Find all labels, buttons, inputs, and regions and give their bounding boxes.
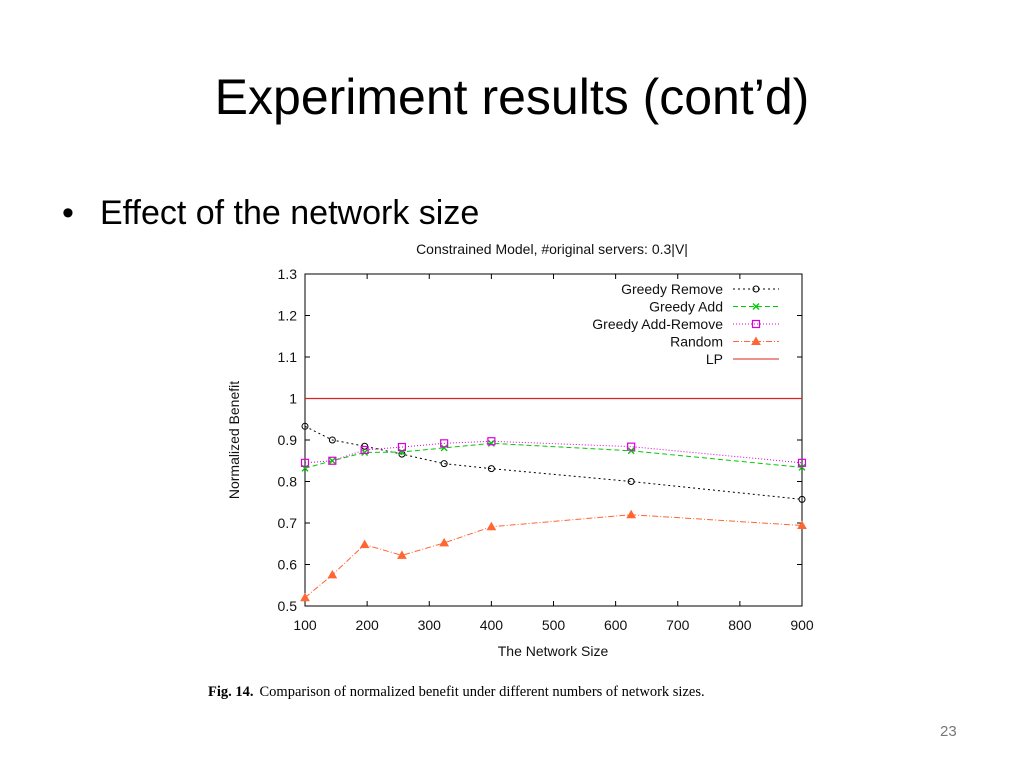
- y-tick-label: 1.2: [278, 308, 298, 324]
- legend-label: Greedy Add-Remove: [592, 316, 723, 332]
- legend-marker: [752, 303, 760, 310]
- data-point: [300, 592, 310, 602]
- figure-caption: Fig. 14. Comparison of normalized benefit…: [208, 683, 848, 701]
- x-tick-label: 400: [480, 617, 504, 633]
- legend-item: Random: [670, 334, 779, 350]
- data-point: [328, 436, 336, 444]
- y-tick-label: 1: [289, 391, 297, 407]
- data-point: [440, 439, 449, 448]
- legend-marker: [751, 336, 761, 345]
- series-line-random: [304, 514, 803, 599]
- x-tick-label: 300: [418, 617, 442, 633]
- x-axis: 100 200 300 400 500 600 700 800 900: [293, 274, 814, 633]
- caption-label: Fig. 14.: [208, 684, 254, 700]
- x-tick-label: 200: [355, 617, 379, 633]
- data-point: [486, 521, 497, 531]
- legend-item: Greedy Remove: [621, 281, 779, 297]
- data-point: [439, 537, 450, 547]
- data-point: [360, 445, 369, 455]
- bullet-text: Effect of the network size: [100, 194, 480, 232]
- data-point: [300, 458, 310, 467]
- legend-item: Greedy Add-Remove: [592, 316, 779, 332]
- data-point: [301, 422, 309, 430]
- series-line-greedy-remove: [304, 425, 803, 500]
- data-point: [798, 463, 806, 471]
- data-point: [627, 478, 635, 485]
- x-tick-label: 600: [604, 617, 628, 633]
- data-point: [359, 539, 370, 549]
- series-line-greedy-add-remove: [304, 440, 803, 464]
- legend-item: Greedy Add: [649, 299, 779, 315]
- data-point: [798, 495, 806, 503]
- series-line-greedy-add: [304, 442, 803, 469]
- page-number: 23: [940, 723, 957, 740]
- y-tick-label: 1.1: [278, 349, 298, 365]
- x-tick-label: 100: [293, 617, 317, 633]
- caption-text: Comparison of normalized benefit under d…: [259, 684, 705, 700]
- data-point: [397, 550, 407, 559]
- data-point: [327, 569, 338, 579]
- legend-item: LP: [706, 351, 779, 367]
- bullet-item: • Effect of the network size: [62, 188, 479, 238]
- x-axis-label: The Network Size: [498, 643, 609, 659]
- legend-marker: [751, 319, 761, 329]
- y-tick-label: 0.9: [278, 432, 298, 448]
- series-layer: [300, 397, 807, 602]
- data-point: [797, 458, 807, 467]
- plot-area: [304, 273, 803, 607]
- y-tick-label: 0.6: [278, 557, 298, 573]
- data-point: [487, 437, 496, 446]
- x-tick-label: 500: [542, 617, 566, 633]
- bullet-dot-icon: •: [62, 194, 74, 232]
- data-point: [440, 460, 448, 468]
- legend-label: Random: [670, 334, 723, 350]
- slide-title: Experiment results (cont’d): [214, 69, 810, 125]
- data-point: [328, 456, 337, 465]
- y-axis-label: Normalized Benefit: [226, 381, 242, 499]
- legend-label: LP: [706, 351, 723, 367]
- legend-marker: [752, 285, 760, 293]
- y-tick-label: 0.5: [278, 598, 298, 614]
- chart-title: Constrained Model, #original servers: 0.…: [416, 241, 688, 257]
- x-tick-label: 800: [728, 617, 752, 633]
- series-greedy-add: [301, 439, 806, 472]
- data-point: [487, 465, 495, 473]
- data-point: [626, 509, 637, 519]
- y-tick-label: 1.3: [278, 266, 298, 282]
- series-greedy-remove: [301, 422, 806, 503]
- legend-label: Greedy Add: [649, 299, 723, 315]
- x-tick-label: 700: [666, 617, 690, 633]
- data-point: [361, 448, 369, 456]
- legend-label: Greedy Remove: [621, 281, 723, 297]
- data-point: [397, 442, 407, 452]
- y-axis: 0.5 0.6 0.7 0.8 0.9 1 1.1 1.2 1.3: [278, 266, 802, 614]
- data-point: [627, 447, 635, 455]
- y-tick-label: 0.8: [278, 474, 298, 490]
- data-point: [440, 444, 448, 452]
- series-greedy-add-remove: [300, 437, 807, 467]
- y-tick-label: 0.7: [278, 515, 298, 531]
- series-random: [300, 509, 807, 602]
- plot-frame: [304, 273, 803, 607]
- x-tick-label: 900: [790, 617, 814, 633]
- data-point: [627, 442, 636, 451]
- data-point: [797, 520, 807, 529]
